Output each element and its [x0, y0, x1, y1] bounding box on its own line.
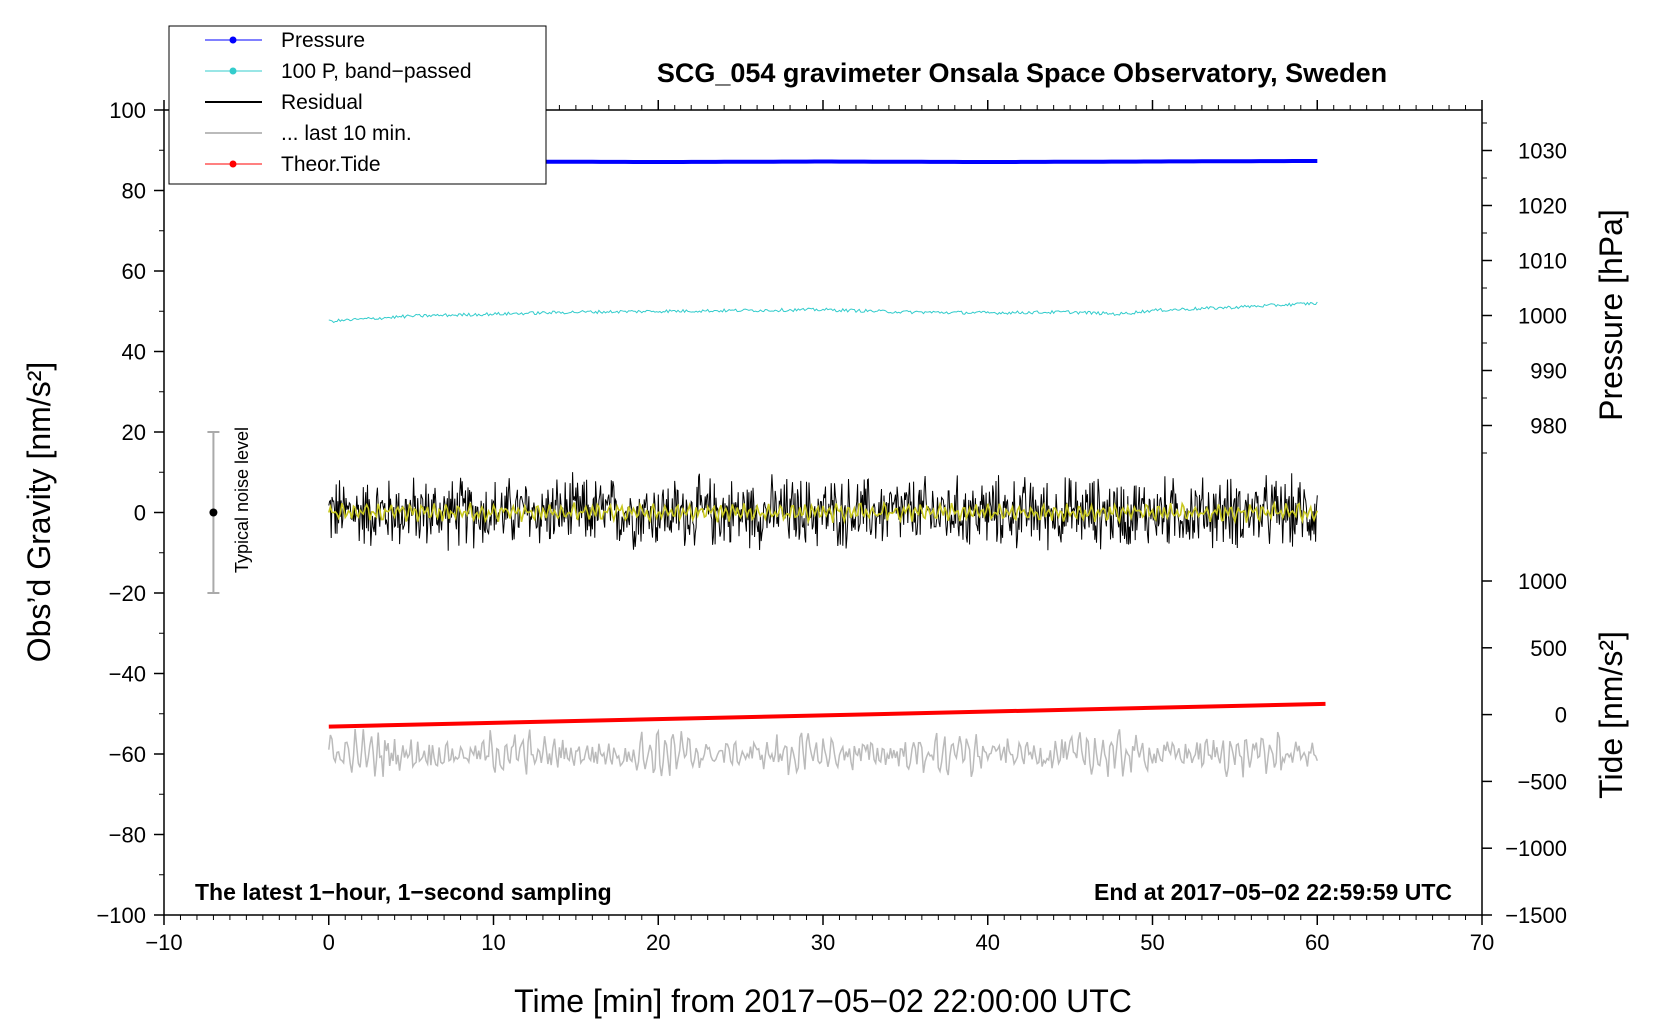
- y-tick-label: 40: [122, 340, 146, 365]
- tide-tick-label: −1000: [1505, 836, 1567, 861]
- y-tick-label: 60: [122, 259, 146, 284]
- tide-tick-label: 1000: [1518, 569, 1567, 594]
- tide-tick-label: 500: [1530, 636, 1567, 661]
- y-tick-label: −40: [109, 662, 146, 687]
- legend: Pressure 100 P, band−passed Residual ... la…: [168, 25, 547, 185]
- y-axis-title-tide: Tide [nm/s²]: [1593, 631, 1629, 799]
- legend-marker: [229, 160, 237, 168]
- legend-label: ... last 10 min.: [281, 122, 412, 145]
- pressure-tick-label: 1020: [1518, 194, 1567, 219]
- y-tick-label: 80: [122, 179, 146, 204]
- pressure-tick-label: 1030: [1518, 139, 1567, 164]
- y-axis-gravity: 100 80 60 40 20 0 −20 −40 −60 −80 −100: [96, 98, 164, 928]
- note-right: End at 2017−05−02 22:59:59 UTC: [1094, 879, 1452, 905]
- y-tick-label: 20: [122, 420, 146, 445]
- series-band-passed-pressure: [328, 301, 1318, 324]
- legend-box: [168, 25, 547, 185]
- y-axis-title-pressure: Pressure [hPa]: [1593, 209, 1629, 421]
- series-theoretical-tide: [328, 701, 1326, 729]
- chart-title: SCG_054 gravimeter Onsala Space Observat…: [657, 58, 1387, 88]
- legend-label: Theor.Tide: [281, 153, 381, 176]
- x-tick-label: 70: [1470, 930, 1494, 955]
- x-tick-label: 30: [811, 930, 835, 955]
- legend-label: 100 P, band−passed: [281, 60, 472, 83]
- x-tick-label: 50: [1140, 930, 1164, 955]
- x-tick-label: 40: [976, 930, 1000, 955]
- y-tick-label: 100: [109, 98, 146, 123]
- pressure-tick-label: 1010: [1518, 249, 1567, 274]
- x-tick-label: 10: [481, 930, 505, 955]
- pressure-tick-label: 980: [1530, 414, 1567, 439]
- noise-level-indicator: [207, 431, 220, 594]
- y-tick-label: −20: [109, 581, 146, 606]
- pressure-tick-label: 990: [1530, 359, 1567, 384]
- tide-tick-label: −1500: [1505, 903, 1567, 928]
- y-tick-label: −80: [109, 823, 146, 848]
- y-axis-tide: 1000 500 0 −500 −1000 −1500: [1482, 569, 1567, 928]
- noise-bar-center: [209, 508, 218, 517]
- series-layer: [328, 159, 1326, 778]
- y-tick-label: −60: [109, 742, 146, 767]
- legend-marker: [229, 67, 237, 75]
- legend-label: Pressure: [281, 29, 365, 52]
- tide-tick-label: 0: [1555, 703, 1567, 728]
- note-left: The latest 1−hour, 1−second sampling: [195, 879, 612, 905]
- y-axis-pressure: 1030 1020 1010 1000 990 980: [1482, 122, 1567, 454]
- x-tick-label: 0: [323, 930, 335, 955]
- x-tick-label: −10: [145, 930, 182, 955]
- noise-level-label: Typical noise level: [232, 427, 252, 573]
- legend-label: Residual: [281, 91, 363, 114]
- x-tick-label: 20: [646, 930, 670, 955]
- series-last-10-min: [328, 728, 1319, 778]
- x-axis: −10 0 10 20 30 40 50 60 70: [145, 100, 1494, 955]
- x-axis-title: Time [min] from 2017−05−02 22:00:00 UTC: [514, 983, 1132, 1019]
- series-residual-smoothed: [328, 500, 1319, 525]
- x-tick-label: 60: [1305, 930, 1329, 955]
- pressure-tick-label: 1000: [1518, 304, 1567, 329]
- y-axis-title-gravity: Obs’d Gravity [nm/s²]: [21, 362, 57, 663]
- tide-tick-label: −500: [1517, 769, 1567, 794]
- y-tick-label: −100: [96, 903, 146, 928]
- y-tick-label: 0: [134, 501, 146, 526]
- legend-marker: [229, 36, 237, 44]
